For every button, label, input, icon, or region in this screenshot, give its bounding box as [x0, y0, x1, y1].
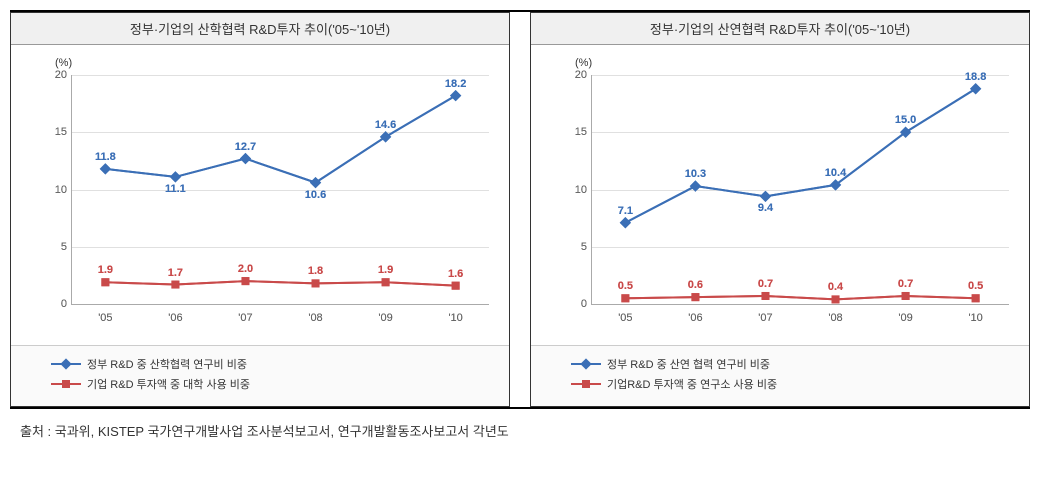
y-tick: 15: [42, 126, 67, 138]
y-tick: 0: [562, 298, 587, 310]
y-tick: 15: [562, 126, 587, 138]
source-line: 출처 : 국과위, KISTEP 국가연구개발사업 조사분석보고서, 연구개발활…: [10, 409, 1030, 440]
data-label: 1.7: [168, 267, 183, 279]
x-tick: '10: [448, 312, 462, 324]
data-label: 1.9: [98, 264, 113, 276]
y-tick: 0: [42, 298, 67, 310]
x-tick: '09: [898, 312, 912, 324]
charts-row: 정부·기업의 산학협력 R&D투자 추이('05~'10년) (%) 0 5 10 1…: [10, 10, 1030, 409]
x-tick: '09: [378, 312, 392, 324]
diamond-icon: [571, 358, 601, 370]
y-tick: 20: [42, 69, 67, 81]
left-panel: 정부·기업의 산학협력 R&D투자 추이('05~'10년) (%) 0 5 10 1…: [10, 12, 510, 407]
left-chart-area: (%) 0 5 10 15 20 '05 '06 '07 '08 '09 '10 11.8 11.1 12…: [11, 45, 509, 345]
legend-blue: 정부 R&D 중 산연 협력 연구비 비중: [571, 354, 1009, 374]
y-axis-label: (%): [55, 57, 72, 69]
data-label: 0.5: [968, 280, 983, 292]
x-tick: '05: [98, 312, 112, 324]
data-label: 18.2: [445, 78, 466, 90]
legend-blue: 정부 R&D 중 산학협력 연구비 비중: [51, 354, 489, 374]
data-label: 0.7: [758, 278, 773, 290]
right-title: 정부·기업의 산연협력 R&D투자 추이('05~'10년): [531, 13, 1029, 45]
left-title: 정부·기업의 산학협력 R&D투자 추이('05~'10년): [11, 13, 509, 45]
y-tick: 20: [562, 69, 587, 81]
right-plot: 05101520'05'06'07'08'09'107.110.39.410.4…: [591, 75, 1009, 305]
data-label: 15.0: [895, 114, 916, 126]
x-tick: '06: [688, 312, 702, 324]
left-plot: 05101520'05'06'07'08'09'1011.811.112.710…: [71, 75, 489, 305]
x-tick: '08: [828, 312, 842, 324]
diamond-icon: [51, 358, 81, 370]
x-tick: '07: [758, 312, 772, 324]
legend-red-label: 기업R&D 투자액 중 연구소 사용 비중: [607, 376, 777, 392]
data-label: 11.8: [95, 151, 116, 163]
x-tick: '05: [618, 312, 632, 324]
right-chart-area: (%) 0 5 10 15 20 '05 '06 '07 '08 '09 '10 7.1 10.3 9.4…: [531, 45, 1029, 345]
right-panel: 정부·기업의 산연협력 R&D투자 추이('05~'10년) (%) 0 5 10 1…: [530, 12, 1030, 407]
data-label: 14.6: [375, 119, 396, 131]
data-label: 1.8: [308, 265, 323, 277]
data-label: 10.3: [685, 168, 706, 180]
square-icon: [51, 378, 81, 390]
square-icon: [571, 378, 601, 390]
legend-red: 기업R&D 투자액 중 연구소 사용 비중: [571, 374, 1009, 394]
x-tick: '06: [168, 312, 182, 324]
legend-blue-label: 정부 R&D 중 산학협력 연구비 비중: [87, 356, 247, 372]
legend-red-label: 기업 R&D 투자액 중 대학 사용 비중: [87, 376, 250, 392]
y-tick: 5: [562, 241, 587, 253]
data-label: 1.6: [448, 268, 463, 280]
data-label: 0.5: [618, 280, 633, 292]
y-axis-label: (%): [575, 57, 592, 69]
x-tick: '07: [238, 312, 252, 324]
y-tick: 10: [42, 184, 67, 196]
x-tick: '08: [308, 312, 322, 324]
legend-blue-label: 정부 R&D 중 산연 협력 연구비 비중: [607, 356, 770, 372]
left-legend: 정부 R&D 중 산학협력 연구비 비중 기업 R&D 투자액 중 대학 사용 …: [11, 345, 509, 406]
data-label: 0.7: [898, 278, 913, 290]
data-label: 10.4: [825, 167, 846, 179]
data-label: 12.7: [235, 141, 256, 153]
y-tick: 10: [562, 184, 587, 196]
data-label: 10.6: [305, 189, 326, 201]
data-label: 11.1: [165, 183, 186, 195]
legend-red: 기업 R&D 투자액 중 대학 사용 비중: [51, 374, 489, 394]
data-label: 9.4: [758, 202, 773, 214]
data-label: 2.0: [238, 263, 253, 275]
data-label: 7.1: [618, 205, 633, 217]
y-tick: 5: [42, 241, 67, 253]
data-label: 0.4: [828, 281, 843, 293]
x-tick: '10: [968, 312, 982, 324]
right-legend: 정부 R&D 중 산연 협력 연구비 비중 기업R&D 투자액 중 연구소 사용…: [531, 345, 1029, 406]
data-label: 0.6: [688, 279, 703, 291]
data-label: 1.9: [378, 264, 393, 276]
data-label: 18.8: [965, 71, 986, 83]
